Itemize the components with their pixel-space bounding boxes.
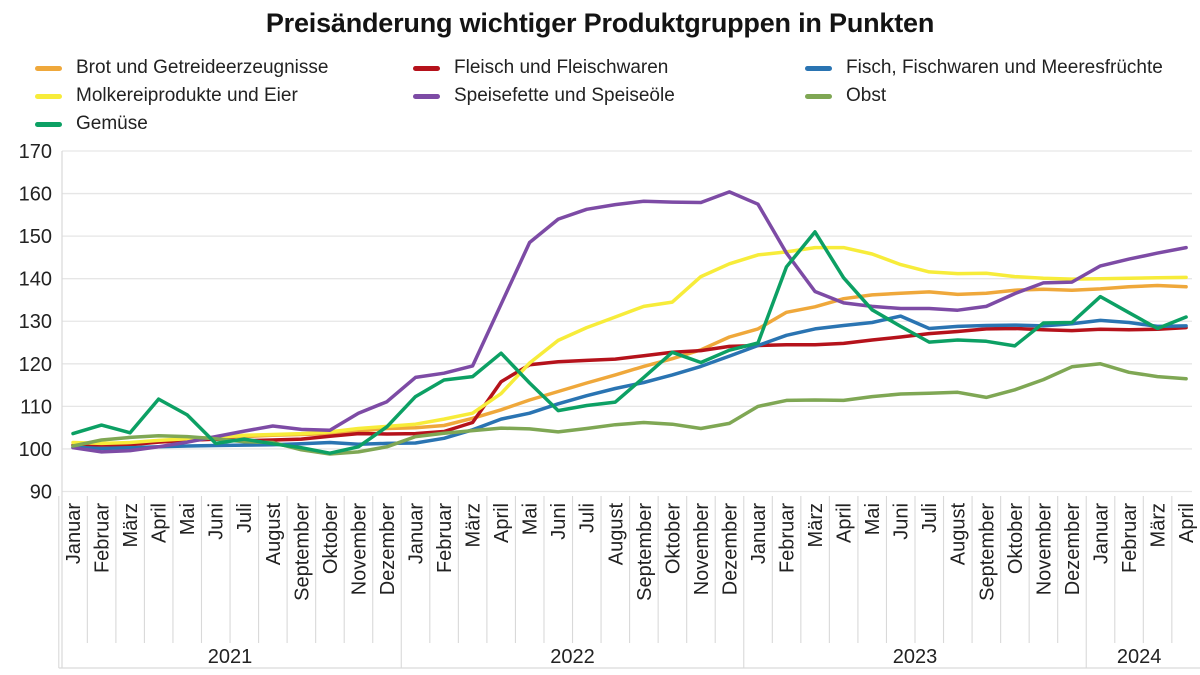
x-month-label: Februar (777, 503, 799, 573)
series-line-speisefette-und-speiseöle (71, 190, 1188, 454)
legend-item: Gemüse (35, 110, 328, 138)
legend-swatch-icon (35, 93, 62, 99)
x-month-label: August (948, 503, 970, 566)
legend-swatch-icon (35, 121, 62, 127)
legend-column: Fisch, Fischwaren und Meeresfrüchte Obst (805, 54, 1163, 110)
y-tick-label: 90 (30, 481, 52, 503)
legend-item: Fisch, Fischwaren und Meeresfrüchte (805, 54, 1163, 82)
x-month-label: April (491, 503, 513, 543)
x-month-label: Juni (891, 503, 913, 540)
x-month-label: Dezember (719, 503, 741, 596)
x-month-label: Oktober (662, 503, 684, 574)
y-tick-label: 130 (19, 311, 52, 333)
x-month-label: Juli (577, 503, 599, 533)
x-month-label: Dezember (1062, 503, 1084, 596)
legend-label: Brot und Getreideerzeugnisse (76, 57, 329, 78)
x-month-label: April (1176, 503, 1198, 543)
x-month-label: August (605, 503, 627, 566)
x-year-label: 2023 (893, 646, 938, 668)
legend-item: Speisefette und Speiseöle (413, 82, 675, 110)
series-line-brot-und-getreideerzeugnisse (71, 283, 1188, 448)
legend-column: Fleisch und Fleischwaren Speisefette und … (413, 54, 675, 110)
x-month-label: März (463, 503, 485, 547)
x-month-label: März (120, 503, 142, 547)
x-month-label: September (976, 503, 998, 601)
legend-swatch-icon (413, 65, 440, 71)
x-month-label: Januar (63, 503, 85, 564)
x-month-label: Dezember (377, 503, 399, 596)
series-line-gemüse (71, 230, 1188, 455)
legend-label: Fisch, Fischwaren und Meeresfrüchte (846, 57, 1163, 78)
x-month-label: Februar (434, 503, 456, 573)
x-month-label: Februar (92, 503, 114, 573)
legend-swatch-icon (805, 65, 832, 71)
x-month-label: März (1148, 503, 1170, 547)
x-month-label: November (691, 503, 713, 596)
legend-item: Brot und Getreideerzeugnisse (35, 54, 328, 82)
legend-item: Molkereiprodukte und Eier (35, 82, 328, 110)
legend-item: Obst (805, 82, 1163, 110)
x-year-label: 2021 (208, 646, 253, 668)
x-month-label: Februar (1119, 503, 1141, 573)
chart-legend: Brot und Getreideerzeugnisse Molkereiprod… (0, 54, 1200, 140)
x-month-label: Oktober (1005, 503, 1027, 574)
legend-label: Fleisch und Fleischwaren (454, 57, 669, 78)
x-month-label: Juli (234, 503, 256, 533)
y-tick-label: 160 (19, 184, 52, 206)
y-tick-label: 170 (19, 141, 52, 163)
legend-label: Gemüse (76, 113, 148, 134)
legend-item: Fleisch und Fleischwaren (413, 54, 675, 82)
x-month-label: Juni (206, 503, 228, 540)
x-month-label: Juli (919, 503, 941, 533)
x-month-label: Mai (520, 503, 542, 535)
x-month-label: November (348, 503, 370, 596)
legend-swatch-icon (35, 65, 62, 71)
x-month-label: September (291, 503, 313, 601)
chart-title: Preisänderung wichtiger Produktgruppen i… (265, 8, 935, 38)
y-tick-label: 140 (19, 269, 52, 291)
y-tick-label: 110 (20, 396, 52, 418)
x-month-label: September (634, 503, 656, 601)
legend-swatch-icon (805, 93, 832, 99)
legend-label: Molkereiprodukte und Eier (76, 85, 298, 106)
legend-column: Brot und Getreideerzeugnisse Molkereiprod… (35, 54, 328, 138)
x-month-label: November (1033, 503, 1055, 596)
x-month-label: April (834, 503, 856, 543)
x-month-label: Mai (177, 503, 199, 535)
x-year-label: 2024 (1117, 646, 1162, 668)
legend-label: Obst (846, 85, 887, 106)
y-tick-label: 150 (19, 226, 52, 248)
x-month-label: Mai (862, 503, 884, 535)
x-month-label: März (805, 503, 827, 547)
x-month-label: Januar (748, 503, 770, 564)
x-month-label: Januar (1090, 503, 1112, 564)
series-line-fisch-fischwaren-und-meeresfrüchte (71, 314, 1188, 451)
x-month-label: Oktober (320, 503, 342, 574)
y-tick-label: 120 (19, 354, 52, 376)
x-month-label: Januar (405, 503, 427, 564)
legend-swatch-icon (413, 93, 440, 99)
y-tick-label: 100 (19, 439, 52, 461)
x-month-label: Juni (548, 503, 570, 540)
x-month-label: August (263, 503, 285, 566)
legend-label: Speisefette und Speiseöle (454, 85, 675, 106)
x-year-label: 2022 (550, 646, 595, 668)
x-month-label: April (149, 503, 171, 543)
series-line-molkereiprodukte-und-eier (71, 245, 1188, 446)
